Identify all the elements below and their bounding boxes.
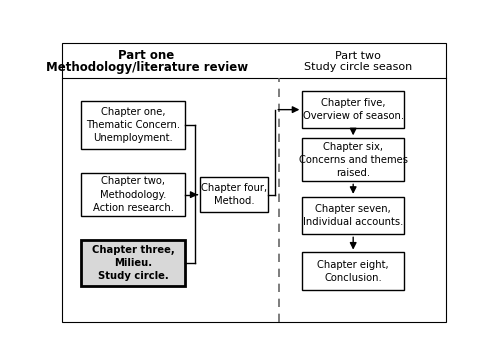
Text: Chapter seven,
Individual accounts.: Chapter seven, Individual accounts. xyxy=(303,204,403,227)
FancyBboxPatch shape xyxy=(302,138,404,181)
Text: Chapter six,
Concerns and themes
raised.: Chapter six, Concerns and themes raised. xyxy=(299,142,408,178)
FancyBboxPatch shape xyxy=(200,177,268,212)
Text: Part two: Part two xyxy=(335,51,381,61)
Text: Chapter eight,
Conclusion.: Chapter eight, Conclusion. xyxy=(317,260,389,283)
FancyBboxPatch shape xyxy=(81,101,185,150)
FancyBboxPatch shape xyxy=(81,240,185,286)
Text: Study circle season: Study circle season xyxy=(304,62,412,72)
FancyBboxPatch shape xyxy=(81,173,185,216)
Text: Chapter four,
Method.: Chapter four, Method. xyxy=(201,183,267,206)
FancyBboxPatch shape xyxy=(302,197,404,234)
FancyBboxPatch shape xyxy=(302,91,404,129)
Text: Chapter two,
Methodology.
Action research.: Chapter two, Methodology. Action researc… xyxy=(93,176,174,213)
Text: Methodology/literature review: Methodology/literature review xyxy=(46,60,248,73)
FancyBboxPatch shape xyxy=(302,253,404,290)
Text: Chapter three,
Milieu.
Study circle.: Chapter three, Milieu. Study circle. xyxy=(92,245,175,281)
Text: Chapter one,
Thematic Concern.
Unemployment.: Chapter one, Thematic Concern. Unemploym… xyxy=(86,107,180,143)
Text: Chapter five,
Overview of season.: Chapter five, Overview of season. xyxy=(303,98,404,121)
Text: Part one: Part one xyxy=(119,50,175,63)
